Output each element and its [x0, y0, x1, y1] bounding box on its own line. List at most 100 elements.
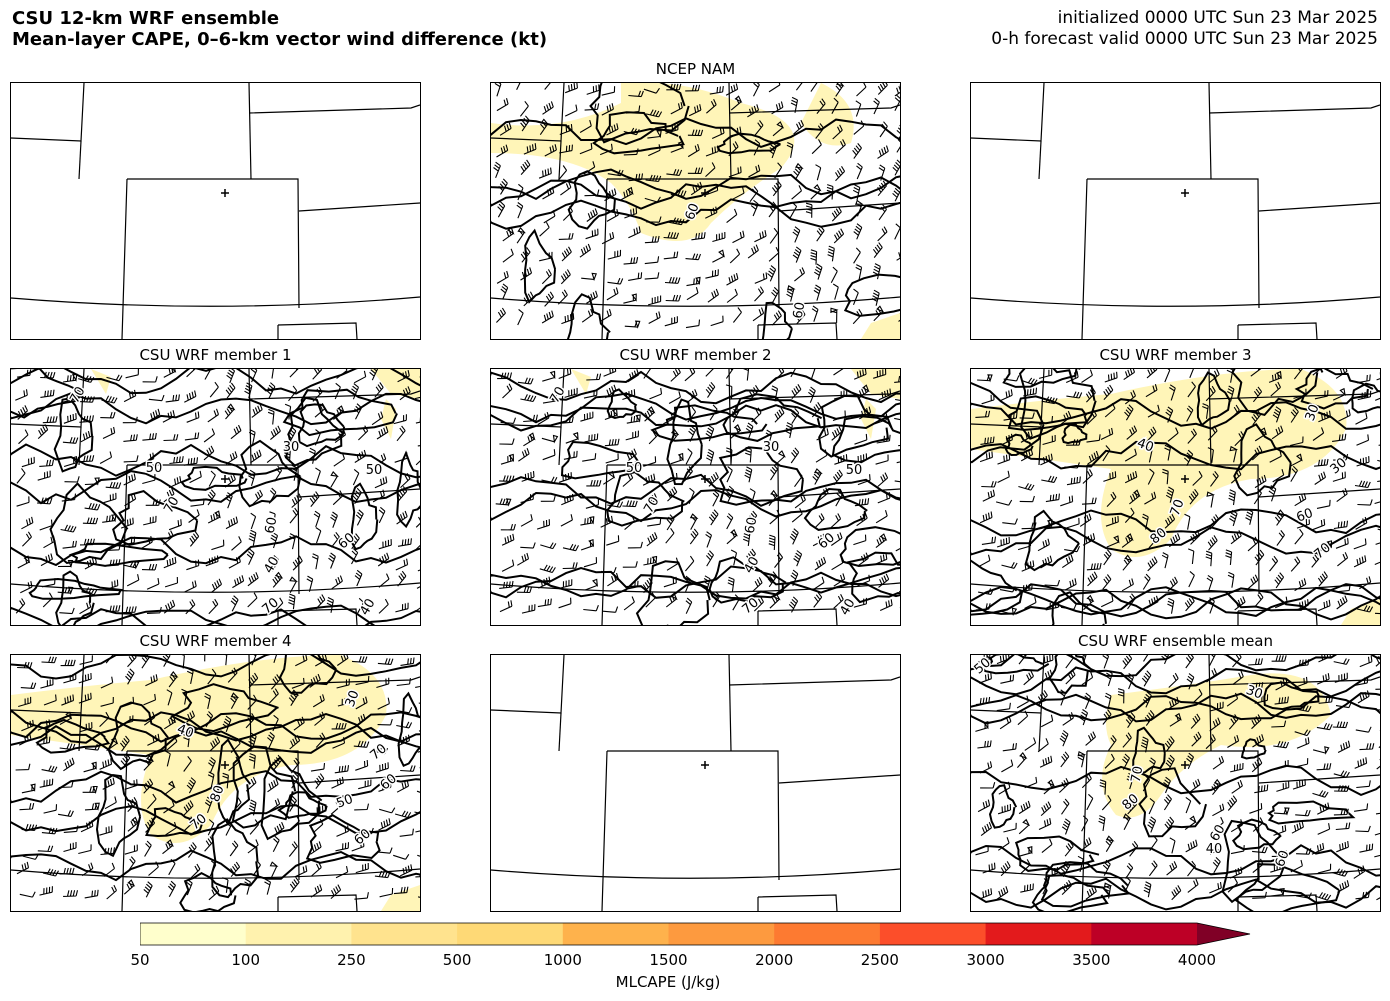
wind-barb: [273, 821, 285, 837]
wind-barb: [1024, 596, 1037, 609]
wind-barb: [1316, 722, 1333, 731]
wind-barb: [645, 109, 663, 118]
state-border-segment: [277, 894, 358, 911]
state-border-segment: [728, 655, 732, 752]
wind-barb: [1376, 372, 1380, 381]
wind-barb: [17, 661, 33, 669]
wind-barb: [1040, 714, 1054, 728]
wind-barb: [78, 692, 92, 704]
wind-barb: [516, 586, 533, 594]
wind-barb: [351, 656, 368, 663]
wind-barb: [586, 479, 602, 487]
wind-barb: [377, 658, 394, 665]
wind-barb: [288, 841, 298, 857]
wind-barb: [1377, 459, 1380, 462]
wind-barb: [185, 599, 196, 615]
wind-barb: [1189, 778, 1201, 793]
wind-barb: [123, 560, 140, 570]
wind-barb: [833, 369, 844, 376]
wind-barb: [162, 410, 175, 423]
contour-label: 60: [683, 201, 703, 222]
state-border-segment: [1258, 774, 1380, 784]
wind-barb: [1148, 532, 1158, 549]
contour-line: [1051, 591, 1107, 625]
wind-barb: [583, 605, 599, 612]
wind-barb: [1085, 885, 1097, 900]
wind-barb: [330, 531, 340, 548]
wind-barb: [689, 528, 699, 545]
wind-barb: [1146, 446, 1153, 463]
wind-barb: [78, 844, 92, 855]
wind-barb: [1183, 449, 1194, 467]
wind-barb: [416, 586, 420, 589]
wind-barb: [895, 547, 900, 552]
wind-barb: [835, 139, 846, 154]
wind-barb: [997, 803, 1012, 815]
wind-barb: [1292, 779, 1306, 790]
wind-barb: [291, 772, 299, 789]
wind-barb: [542, 370, 556, 382]
contour-label: 70: [547, 384, 568, 406]
wind-barb: [353, 370, 367, 384]
wind-barb: [1001, 562, 1018, 569]
wind-barb: [1164, 736, 1175, 752]
panel-title-member-3: CSU WRF member 3: [1099, 346, 1252, 364]
contour-line: [592, 111, 685, 155]
wind-barb: [603, 369, 617, 377]
contour-line: [971, 508, 1380, 537]
wind-barb: [335, 842, 350, 852]
wind-barb: [142, 376, 158, 383]
wind-barb: [627, 541, 643, 549]
wind-barb: [1122, 732, 1132, 748]
station-marker-icon: [1181, 761, 1189, 769]
wind-barb: [101, 395, 118, 404]
colorbar-bin: [985, 923, 1092, 945]
colorbar-tick-label: 50: [130, 951, 150, 969]
wind-barb: [1122, 753, 1130, 770]
wind-barb: [768, 83, 781, 93]
wind-barb: [1167, 576, 1178, 592]
contour-line: [491, 489, 900, 523]
wind-barb: [705, 162, 716, 178]
contour-line: [1040, 861, 1131, 908]
wind-barb: [712, 249, 725, 263]
wind-barb: [248, 529, 257, 546]
wind-barb: [1189, 369, 1194, 379]
state-borders: [971, 655, 1380, 911]
wind-barb: [1018, 818, 1031, 835]
wind-barb: [646, 493, 658, 508]
wind-barb: [580, 538, 595, 551]
contour-line: [284, 396, 345, 467]
wind-barb: [264, 878, 272, 895]
wind-barb: [1041, 838, 1053, 854]
wind-barb: [519, 100, 529, 117]
contour-line: [231, 745, 297, 829]
wind-barb: [520, 542, 536, 549]
state-border-segment: [1208, 83, 1212, 180]
wind-barb: [1164, 513, 1176, 529]
contour-line: [491, 473, 900, 507]
wind-barb: [810, 184, 822, 200]
state-borders: [491, 655, 900, 911]
wind-barb: [148, 408, 161, 422]
wind-barb: [163, 599, 176, 614]
colorbar-bin: [245, 923, 352, 945]
state-border-segment: [121, 464, 128, 625]
map-panel-nam: 60 60: [490, 82, 901, 340]
wind-barb: [1191, 731, 1202, 747]
wind-barb: [791, 384, 802, 400]
wind-barb: [523, 143, 537, 155]
wind-barb: [1143, 655, 1149, 662]
wind-barb: [712, 591, 721, 608]
wind-barb: [831, 557, 844, 571]
wind-barb: [288, 593, 296, 610]
wind-barb: [395, 602, 409, 613]
wind-barb: [379, 887, 394, 898]
map-panel-member-2: 70 30 50 50 70 60 60 40 70 40: [490, 368, 901, 626]
wind-difference-contours: [491, 370, 900, 625]
wind-barb: [495, 498, 512, 507]
wind-barb: [400, 657, 415, 666]
wind-barb: [582, 453, 597, 462]
